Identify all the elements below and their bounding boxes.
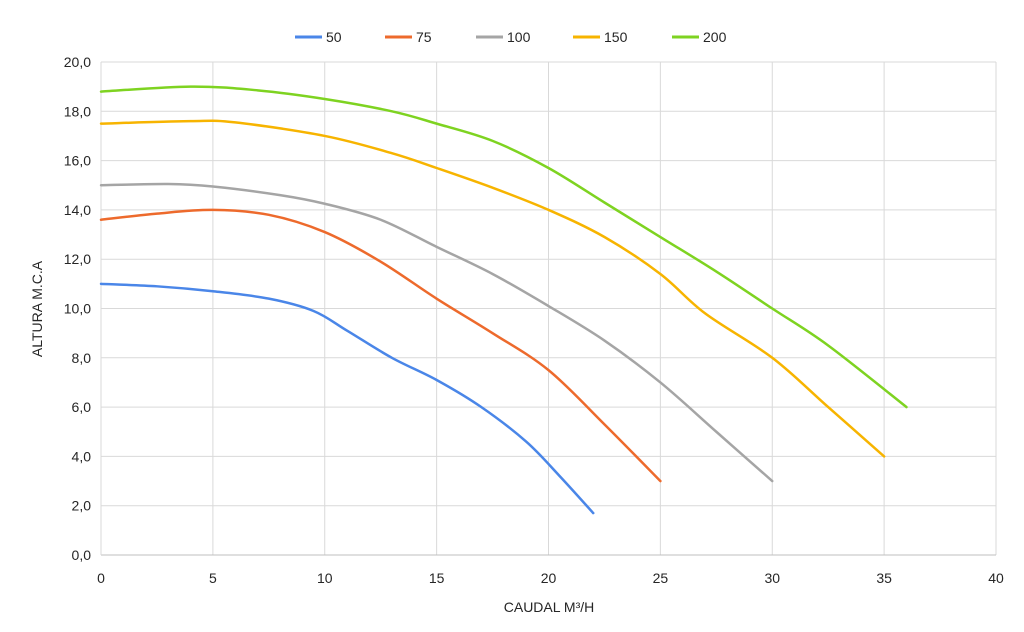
- x-tick-label: 20: [541, 570, 557, 586]
- y-tick-label: 12,0: [64, 251, 91, 267]
- x-tick-label: 15: [429, 570, 445, 586]
- series-line-100: [99, 182, 774, 483]
- legend-label: 200: [703, 29, 727, 45]
- y-tick-label: 0,0: [72, 547, 92, 563]
- legend-item-75: 75: [385, 29, 432, 45]
- y-tick-label: 6,0: [72, 399, 92, 415]
- y-axis-title: ALTURA M.C.A: [29, 260, 45, 357]
- y-tick-label: 16,0: [64, 153, 91, 169]
- tick-labels: 0,0 2,0 4,0 6,0 8,0 10,0 12,0 14,0 16,0 18,0 20,0 0…: [64, 54, 1004, 586]
- series-line-150: [99, 119, 886, 458]
- y-tick-label: 20,0: [64, 54, 91, 70]
- gridlines: [101, 61, 997, 555]
- legend-item-100: 100: [476, 29, 531, 45]
- series-line-50: [99, 282, 595, 515]
- y-tick-label: 14,0: [64, 202, 91, 218]
- legend: 50 75 100 150 200: [295, 29, 727, 45]
- y-tick-label: 10,0: [64, 301, 91, 317]
- x-tick-label: 35: [876, 570, 892, 586]
- legend-label: 100: [507, 29, 531, 45]
- x-tick-label: 10: [317, 570, 333, 586]
- series-line-200: [99, 85, 908, 409]
- x-tick-label: 30: [764, 570, 780, 586]
- series-lines: [99, 85, 908, 515]
- legend-label: 75: [416, 29, 432, 45]
- legend-label: 150: [604, 29, 628, 45]
- axes: [100, 62, 996, 556]
- y-tick-label: 4,0: [72, 448, 92, 464]
- x-tick-label: 5: [209, 570, 217, 586]
- legend-item-200: 200: [672, 29, 727, 45]
- x-tick-label: 25: [653, 570, 669, 586]
- y-tick-label: 8,0: [72, 350, 92, 366]
- series-line-75: [99, 208, 662, 483]
- x-axis-title: CAUDAL M³/H: [504, 599, 595, 615]
- legend-label: 50: [326, 29, 342, 45]
- y-tick-label: 2,0: [72, 498, 92, 514]
- x-tick-label: 0: [97, 570, 105, 586]
- legend-item-50: 50: [295, 29, 342, 45]
- legend-item-150: 150: [573, 29, 628, 45]
- y-tick-label: 18,0: [64, 103, 91, 119]
- x-tick-label: 40: [988, 570, 1004, 586]
